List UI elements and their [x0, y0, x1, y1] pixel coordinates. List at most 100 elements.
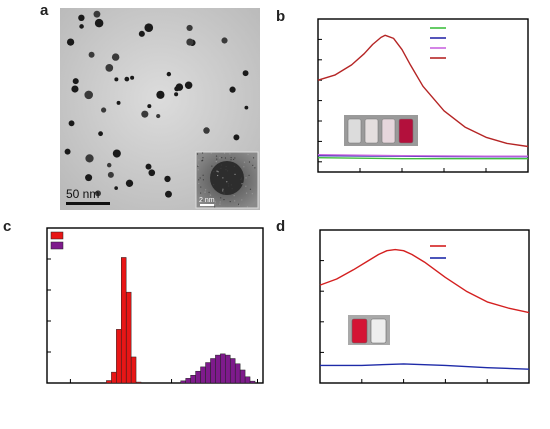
nanoparticle — [66, 38, 75, 46]
lattice-noise — [221, 157, 223, 159]
nanoparticle — [148, 169, 156, 177]
lattice-noise — [216, 158, 218, 160]
nanoparticle — [84, 90, 93, 100]
lattice-noise — [233, 195, 235, 197]
nanoparticle — [112, 149, 121, 158]
lattice-noise — [234, 200, 236, 202]
nanoparticle — [114, 77, 119, 82]
lattice-noise — [219, 201, 221, 203]
nanoparticle — [72, 78, 79, 85]
nanoparticle — [174, 92, 179, 97]
lattice-noise — [226, 170, 229, 172]
vial-without-gox — [370, 318, 387, 344]
lattice-noise — [219, 157, 221, 159]
panel-label-c: c — [3, 218, 12, 235]
vial-with-gox — [351, 318, 368, 344]
nanoparticle — [186, 24, 193, 32]
vial-4 — [398, 118, 414, 144]
lattice-noise — [230, 156, 232, 159]
lattice-noise — [200, 192, 202, 194]
nanoparticle — [94, 18, 104, 28]
nanoparticle — [141, 110, 149, 118]
lattice-noise — [234, 173, 236, 176]
lattice-noise — [197, 165, 199, 167]
plot-frame — [317, 18, 529, 173]
series-line-2 — [320, 363, 530, 370]
uv-vis-chart-d — [319, 229, 530, 384]
lattice-noise — [248, 174, 250, 176]
bar-series-2 — [200, 366, 206, 384]
lattice-noise — [223, 193, 225, 195]
lattice-noise — [233, 158, 235, 161]
lattice-noise — [201, 200, 203, 202]
lattice-noise — [213, 171, 215, 173]
lattice-noise — [220, 164, 222, 166]
nanoparticle — [68, 120, 75, 127]
lattice-noise — [204, 191, 206, 193]
lattice-noise — [225, 165, 227, 168]
lattice-noise — [252, 157, 255, 159]
lattice-noise — [226, 181, 228, 183]
lattice-noise — [222, 188, 224, 190]
lattice-noise — [229, 201, 231, 203]
lattice-noise — [223, 191, 225, 193]
lattice-noise — [201, 152, 204, 154]
lattice-noise — [197, 164, 199, 166]
lattice-noise — [220, 197, 222, 199]
lattice-noise — [233, 165, 235, 167]
inset-scale-bar-label: 2 nm — [199, 197, 215, 204]
hrtem-inset: 2 nm — [195, 151, 259, 209]
nanoparticle — [138, 30, 145, 37]
vials-inset-b — [344, 115, 418, 146]
lattice-noise — [249, 188, 252, 190]
lattice-noise — [222, 177, 224, 179]
lattice-noise — [248, 161, 251, 163]
nanoparticle — [186, 38, 194, 46]
lattice-noise — [223, 199, 225, 201]
lattice-noise — [200, 186, 202, 188]
lattice-noise — [238, 204, 241, 206]
lattice-noise — [231, 188, 233, 190]
lattice-noise — [222, 190, 224, 192]
bar-series-2 — [249, 380, 256, 384]
nanoparticle — [175, 83, 184, 91]
bar-series-2 — [185, 378, 191, 384]
bar-series-2 — [225, 354, 231, 384]
bar-series-1 — [106, 380, 112, 384]
bar-series-1 — [111, 371, 117, 384]
nanoparticle — [165, 190, 172, 198]
lattice-noise — [212, 184, 215, 186]
panel-label-d: d — [276, 218, 286, 235]
nanoparticle — [95, 190, 101, 197]
panel-label-a: a — [40, 2, 49, 19]
nanoparticle — [64, 148, 71, 155]
nanoparticle — [85, 174, 93, 182]
lattice-noise — [210, 152, 212, 154]
bar-series-2 — [244, 376, 251, 384]
bar-series-2 — [215, 354, 221, 384]
nanoparticle — [124, 76, 130, 82]
plot-frame — [319, 229, 530, 384]
inset-particle — [210, 161, 244, 195]
lattice-noise — [238, 203, 240, 205]
lattice-noise — [227, 183, 229, 185]
nanoparticle — [244, 105, 249, 110]
lattice-noise — [220, 167, 222, 169]
lattice-noise — [209, 194, 212, 196]
nanoparticle — [166, 71, 172, 77]
nanoparticle — [105, 64, 114, 72]
lattice-noise — [245, 177, 247, 179]
vials-inset-d — [348, 315, 390, 345]
legend-swatch-2 — [50, 241, 64, 250]
nanoparticle — [114, 186, 118, 190]
lattice-noise — [214, 201, 216, 203]
lattice-noise — [253, 165, 255, 167]
nanoparticle — [78, 14, 85, 22]
panel-label-b: b — [276, 8, 286, 25]
lattice-noise — [198, 159, 200, 161]
lattice-noise — [224, 157, 227, 159]
lattice-noise — [214, 203, 216, 205]
lattice-noise — [245, 185, 247, 187]
nanoparticle — [145, 163, 152, 170]
lattice-noise — [211, 165, 213, 167]
